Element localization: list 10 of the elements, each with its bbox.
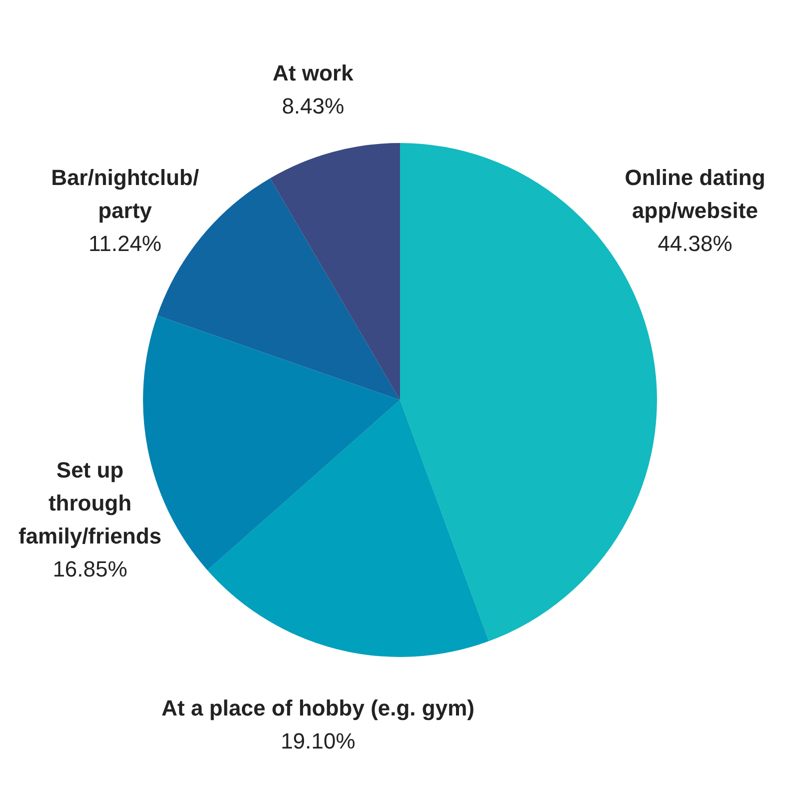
slice-label: At work — [272, 60, 354, 86]
slice-label: At a place of hobby (e.g. gym) — [162, 696, 474, 721]
data-label: 8.43% — [282, 94, 344, 119]
data-label: 16.85% — [52, 556, 128, 582]
data-label: 19.10% — [280, 728, 356, 754]
data-label: 11.24% — [88, 231, 162, 256]
slice-label: Online dating app/website — [624, 165, 766, 224]
data-label: 44.38% — [658, 231, 732, 256]
slice-label: Bar/nightclub/party — [51, 165, 199, 224]
slice-label: Set up through family/friends — [18, 458, 162, 549]
